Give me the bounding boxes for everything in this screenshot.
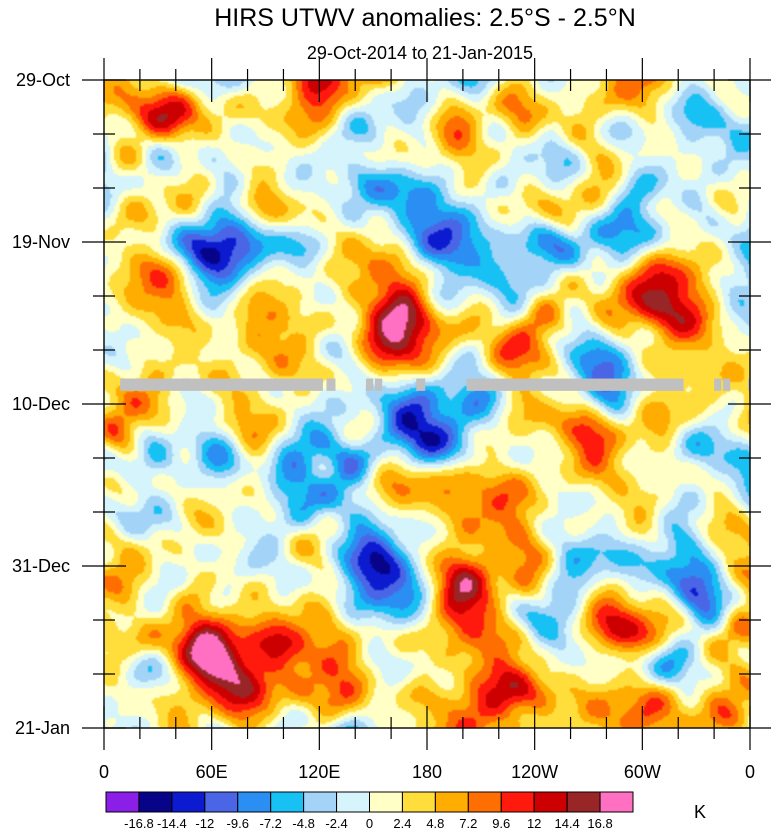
missing-data-segment <box>374 378 383 391</box>
anomaly-heatmap <box>104 80 750 728</box>
colorbar-swatch <box>237 791 272 813</box>
x-tick-label: 0 <box>745 762 755 782</box>
x-tick-label: 120E <box>298 762 340 782</box>
colorbar-swatch <box>138 791 173 813</box>
colorbar-label: -14.4 <box>157 816 187 830</box>
y-tick-label: 29-Oct <box>16 70 70 90</box>
x-tick-label: 120W <box>511 762 558 782</box>
colorbar-label: 14.4 <box>554 816 579 830</box>
colorbar-label: -12 <box>195 816 214 830</box>
colorbar-label: -16.8 <box>124 816 154 830</box>
colorbar-label: 0 <box>366 816 373 830</box>
x-axis-ticks: 0 60E 120E 180 120W 60W 0 <box>99 58 755 782</box>
colorbar-swatch <box>401 791 436 813</box>
x-tick-label: 60W <box>624 762 661 782</box>
plot-area: 29-Oct 19-Nov 10-Dec 31-Dec 21-Jan 0 60E 120E 1… <box>12 58 771 782</box>
missing-data-segment <box>326 378 336 391</box>
colorbar-swatch <box>303 791 338 813</box>
missing-data-segment <box>120 378 323 391</box>
colorbar-swatch <box>105 791 140 813</box>
chart-title: HIRS UTWV anomalies: 2.5°S - 2.5°N <box>214 4 636 32</box>
colorbar-unit: K <box>694 802 706 822</box>
x-tick-label: 180 <box>412 762 442 782</box>
colorbar-swatch <box>533 791 568 813</box>
colorbar-swatch <box>599 791 634 813</box>
colorbar-swatch <box>204 791 239 813</box>
colorbar-swatch <box>467 791 502 813</box>
missing-data-segment <box>416 378 426 391</box>
colorbar-label: 4.8 <box>426 816 444 830</box>
colorbar-label: 16.8 <box>587 816 612 830</box>
colorbar-label: -2.4 <box>325 816 347 830</box>
missing-data-segment <box>714 378 722 391</box>
colorbar-swatch <box>270 791 305 813</box>
colorbar-label: -9.6 <box>227 816 249 830</box>
y-tick-label: 19-Nov <box>12 232 70 252</box>
x-tick-label: 60E <box>196 762 228 782</box>
colorbar-swatch <box>434 791 469 813</box>
missing-data-segment <box>466 378 684 391</box>
colorbar-label: -4.8 <box>292 816 314 830</box>
y-tick-label: 31-Dec <box>12 556 70 576</box>
colorbar-label: -7.2 <box>259 816 281 830</box>
y-tick-label: 10-Dec <box>12 394 70 414</box>
x-tick-label: 0 <box>99 762 109 782</box>
colorbar: -16.8 -14.4 -12 -9.6 -7.2 -4.8 -2.4 0 2.4 4.8 7.2 9… <box>105 791 634 830</box>
chart-subtitle: 29-Oct-2014 to 21-Jan-2015 <box>307 43 533 63</box>
missing-data-segment <box>723 378 731 391</box>
colorbar-label: 2.4 <box>393 816 411 830</box>
y-axis-ticks: 29-Oct 19-Nov 10-Dec 31-Dec 21-Jan <box>12 70 771 738</box>
missing-data-segment <box>748 378 750 391</box>
missing-data-band <box>120 378 750 391</box>
colorbar-label: 9.6 <box>492 816 510 830</box>
colorbar-label: 12 <box>527 816 541 830</box>
colorbar-swatch <box>566 791 601 813</box>
colorbar-swatch <box>369 791 403 813</box>
colorbar-swatch <box>336 791 370 813</box>
missing-data-segment <box>365 378 374 391</box>
colorbar-label: 7.2 <box>459 816 477 830</box>
colorbar-swatch <box>171 791 206 813</box>
y-tick-label: 21-Jan <box>15 718 70 738</box>
colorbar-swatch <box>500 791 535 813</box>
